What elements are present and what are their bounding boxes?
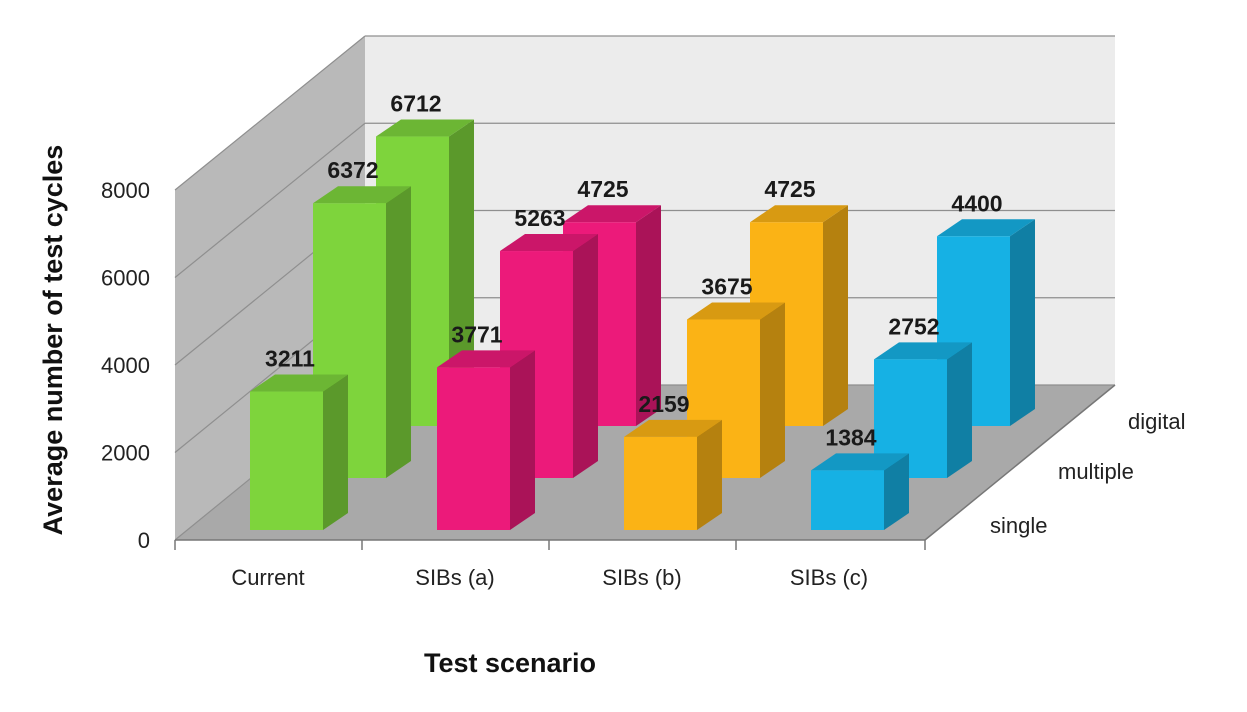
x-axis-title: Test scenario [424, 648, 596, 678]
bar-front [624, 436, 697, 530]
bar-front [437, 367, 510, 530]
bar [437, 350, 535, 530]
bar-front [811, 470, 884, 530]
bar-side [823, 205, 848, 426]
bar-top [874, 342, 972, 360]
y-axis-ticks: 0 2000 4000 6000 8000 [101, 178, 1116, 553]
bar-side [884, 453, 909, 530]
bar [500, 234, 598, 478]
x-axis-ticks: Current SIBs (a) SIBs (b) SIBs (c) [174, 540, 926, 590]
bar-front [250, 391, 323, 530]
x-tick-label: SIBs (a) [415, 565, 494, 590]
bar-top [687, 302, 785, 320]
data-label: 4400 [951, 190, 1002, 216]
gridline-side [174, 122, 366, 278]
data-label: 4725 [764, 176, 815, 202]
bar-top [250, 374, 348, 392]
data-label: 3771 [451, 321, 502, 347]
bar-side [449, 119, 474, 427]
data-label: 3211 [265, 346, 315, 372]
bar-side [386, 186, 411, 478]
bar-top [937, 219, 1035, 237]
bar-side [510, 350, 535, 530]
bar-side [323, 374, 348, 530]
data-labels: 6712 4725 4725 4400 6372 5263 3675 2752 3211 3771… [265, 91, 1003, 451]
gridline-side [174, 35, 366, 191]
bar [687, 302, 785, 478]
bar-side [760, 302, 785, 478]
bar-top [750, 205, 848, 223]
series-label-multiple: multiple [1058, 459, 1134, 484]
bars [250, 119, 1035, 530]
depth-axis-labels: single multiple digital [990, 409, 1185, 538]
bar [811, 453, 909, 530]
bar-side [636, 205, 661, 426]
bar-side [947, 342, 972, 478]
bar-top [376, 119, 474, 137]
data-label: 3675 [701, 274, 752, 300]
depth-axis-line [924, 384, 1116, 541]
bar-top [500, 234, 598, 252]
bar [376, 119, 474, 427]
data-label: 6712 [390, 91, 441, 117]
bar [874, 342, 972, 478]
x-tick-label: SIBs (c) [790, 565, 868, 590]
bar [624, 419, 722, 530]
bar-top [437, 350, 535, 368]
bar-top [811, 453, 909, 471]
data-label: 1384 [825, 424, 876, 450]
y-tick-label: 8000 [101, 178, 150, 203]
data-label: 5263 [514, 205, 565, 231]
bar-top [313, 186, 411, 204]
y-tick-label: 4000 [101, 353, 150, 378]
bar [937, 219, 1035, 426]
data-label: 6372 [327, 157, 378, 183]
bar [313, 186, 411, 478]
bar-side [573, 234, 598, 478]
series-label-digital: digital [1128, 409, 1185, 434]
y-axis-title: Average number of test cycles [38, 145, 68, 536]
data-label: 2752 [888, 313, 939, 339]
bar-side [1010, 219, 1035, 426]
bar-top [624, 419, 722, 437]
data-label: 4725 [577, 176, 628, 202]
y-tick-label: 6000 [101, 266, 150, 291]
series-label-single: single [990, 513, 1047, 538]
bar-side [697, 419, 722, 530]
bar [250, 374, 348, 530]
y-tick-label: 2000 [101, 441, 150, 466]
x-tick-label: SIBs (b) [602, 565, 681, 590]
bar-top [563, 205, 661, 223]
x-tick-label: Current [231, 565, 304, 590]
y-tick-label: 0 [138, 528, 150, 553]
data-label: 2159 [638, 391, 689, 417]
